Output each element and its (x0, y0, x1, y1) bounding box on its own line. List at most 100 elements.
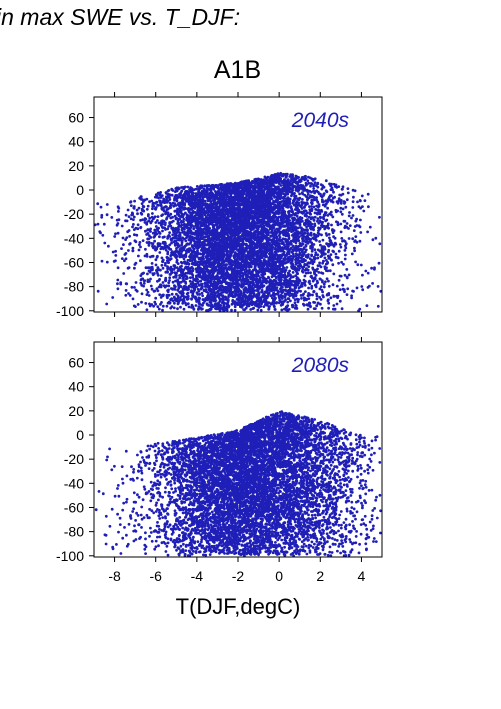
data-point (355, 286, 359, 290)
data-point (327, 233, 331, 236)
data-point (357, 205, 361, 209)
data-point (309, 305, 312, 309)
data-point (180, 189, 184, 193)
data-point (105, 302, 109, 306)
data-point (156, 215, 160, 219)
data-point (101, 233, 105, 237)
data-point (341, 283, 345, 287)
data-point (339, 206, 343, 210)
data-point (187, 305, 191, 309)
data-point (173, 301, 176, 305)
data-point (161, 281, 165, 284)
data-point (96, 222, 100, 226)
data-point (359, 218, 362, 222)
data-point (156, 289, 160, 293)
data-point (168, 276, 172, 280)
data-point (144, 266, 148, 270)
data-point (348, 211, 351, 214)
data-point (178, 217, 182, 221)
data-point (312, 228, 315, 232)
data-point (225, 263, 229, 266)
data-point (293, 238, 296, 242)
data-point (333, 185, 337, 188)
data-point (332, 294, 336, 298)
data-point (131, 249, 135, 253)
data-point (262, 284, 266, 288)
data-point (326, 214, 330, 217)
data-point (314, 307, 317, 310)
data-point (344, 253, 347, 257)
data-point (136, 227, 140, 231)
data-point (192, 239, 196, 243)
data-point (324, 179, 328, 183)
data-point (169, 212, 173, 216)
data-point (136, 212, 139, 216)
data-point (270, 243, 274, 247)
data-point (327, 301, 331, 305)
data-point (172, 275, 176, 279)
data-point (314, 208, 318, 211)
data-point (116, 282, 119, 286)
data-point (376, 285, 380, 288)
data-point (357, 224, 361, 228)
data-point (277, 296, 281, 299)
data-point (323, 256, 327, 260)
data-point (304, 290, 307, 293)
data-point (350, 294, 353, 298)
data-point (356, 200, 359, 204)
data-point (291, 271, 295, 274)
data-point (342, 262, 345, 266)
data-point (160, 256, 164, 260)
data-point (183, 222, 186, 226)
data-point (307, 237, 311, 241)
data-point (341, 192, 345, 196)
data-point (157, 226, 161, 230)
data-point (159, 223, 163, 227)
data-point (153, 300, 157, 304)
data-point (116, 266, 120, 270)
data-point (320, 208, 323, 212)
data-point (172, 306, 176, 310)
data-point (274, 205, 278, 209)
data-point (319, 194, 323, 198)
data-point (147, 213, 150, 216)
data-point (147, 244, 151, 247)
data-point (218, 267, 222, 270)
data-point (335, 284, 339, 288)
data-point (126, 208, 130, 212)
data-point (341, 287, 345, 291)
data-point (293, 217, 297, 221)
data-point (137, 248, 141, 252)
data-point (321, 238, 325, 242)
data-point (212, 280, 216, 284)
data-point (129, 200, 133, 204)
data-point (331, 231, 335, 235)
data-point (329, 253, 333, 256)
data-point (240, 299, 244, 302)
data-point (168, 222, 172, 226)
data-point (146, 272, 149, 276)
data-point (359, 263, 363, 267)
data-point (147, 219, 151, 223)
data-point (376, 304, 380, 308)
data-point (146, 204, 150, 208)
data-point (178, 276, 182, 280)
data-point (150, 287, 154, 291)
data-point (139, 259, 142, 263)
data-point (169, 287, 173, 290)
data-point (318, 219, 322, 223)
data-point (117, 210, 120, 213)
data-point (275, 210, 278, 213)
data-point (135, 233, 139, 237)
data-point (124, 289, 128, 292)
data-point (339, 210, 343, 214)
data-point (343, 249, 347, 252)
data-point (316, 190, 320, 194)
data-point (316, 267, 319, 271)
data-point (332, 272, 336, 276)
data-point (148, 302, 151, 306)
data-point (110, 216, 114, 219)
data-point (182, 207, 185, 211)
